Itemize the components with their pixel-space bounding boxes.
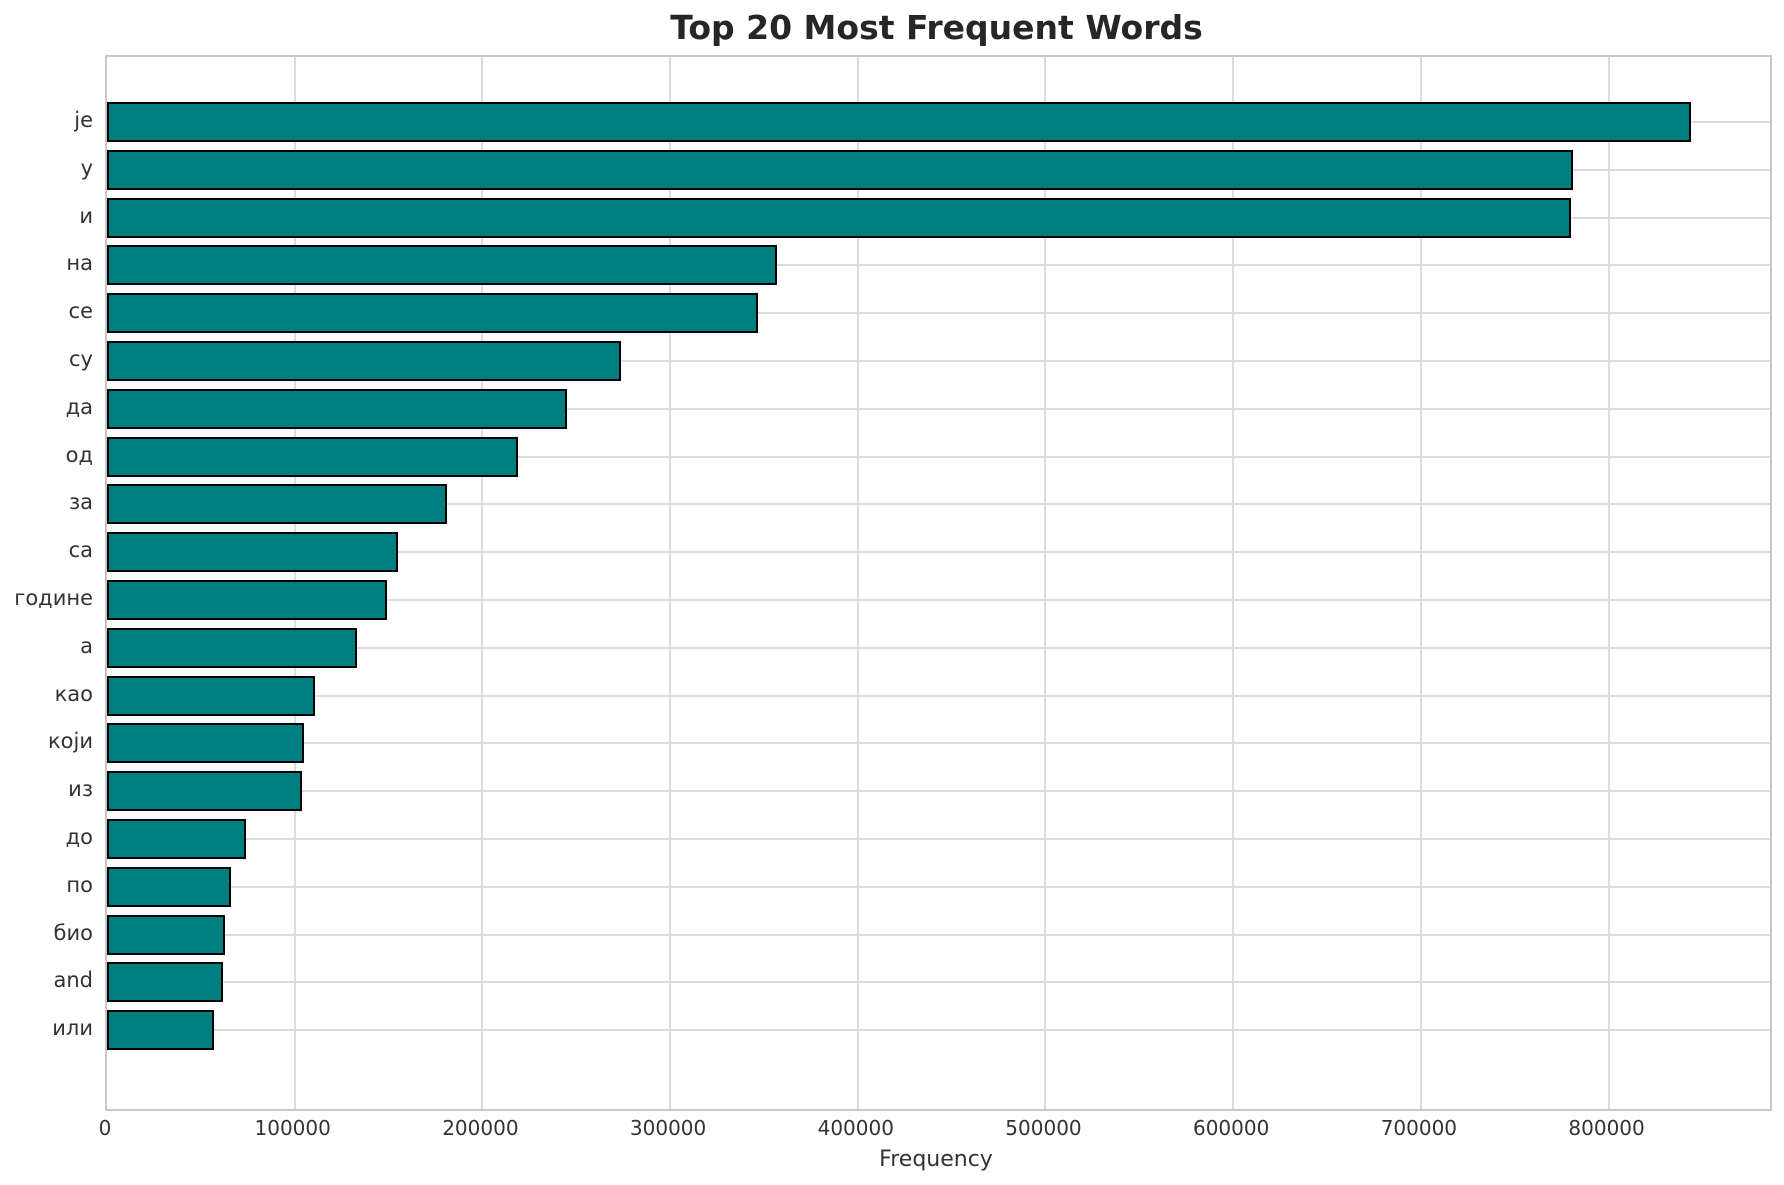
grid-line-vertical	[481, 57, 484, 1109]
bar	[107, 484, 447, 525]
bar	[107, 866, 231, 907]
x-tick-label: 200000	[442, 1116, 519, 1140]
y-tick-label: био	[53, 920, 93, 945]
y-tick-label: за	[68, 490, 93, 515]
bar	[107, 149, 1573, 190]
y-tick-label: или	[52, 1016, 93, 1041]
bar	[107, 245, 778, 286]
grid-line-horizontal	[107, 838, 1770, 840]
y-tick-label: а	[80, 633, 93, 658]
y-tick-label: који	[47, 729, 93, 754]
bar	[107, 1010, 214, 1051]
grid-line-vertical	[856, 57, 859, 1109]
y-tick-label: са	[68, 538, 93, 563]
grid-line-horizontal	[107, 360, 1770, 362]
grid-line-vertical	[1232, 57, 1235, 1109]
grid-line-horizontal	[107, 981, 1770, 984]
bar	[107, 293, 759, 334]
x-tick-label: 300000	[629, 1116, 707, 1140]
y-tick-label: да	[65, 394, 93, 419]
grid-line-horizontal	[107, 694, 1770, 697]
y-tick-label: and	[53, 968, 93, 993]
grid-line-horizontal	[107, 455, 1770, 458]
grid-line-horizontal	[107, 599, 1770, 601]
bar	[107, 102, 1692, 142]
grid-line-horizontal	[107, 790, 1770, 793]
x-tick-label: 500000	[1005, 1116, 1082, 1140]
x-axis-label: Frequency	[879, 1147, 993, 1172]
grid-line-horizontal	[107, 1029, 1770, 1032]
grid-line-vertical	[1044, 57, 1047, 1109]
y-tick-label: је	[74, 108, 93, 132]
chart-title: Top 20 Most Frequent Words	[670, 8, 1203, 47]
bar	[107, 436, 519, 477]
bar	[107, 771, 303, 812]
grid-line-horizontal	[107, 933, 1770, 936]
y-tick-label: у	[80, 155, 93, 180]
grid-line-horizontal	[107, 646, 1770, 649]
grid-line-horizontal	[107, 885, 1770, 888]
grid-line-horizontal	[107, 407, 1770, 410]
x-tick-label: 600000	[1192, 1116, 1270, 1140]
y-tick-label: се	[68, 299, 93, 324]
x-tick-label: 400000	[817, 1116, 894, 1140]
grid-line-horizontal	[107, 742, 1770, 745]
y-tick-label: године	[14, 586, 93, 610]
bar	[107, 341, 622, 381]
grid-line-vertical	[1607, 57, 1610, 1109]
x-tick-label: 800000	[1568, 1116, 1645, 1140]
y-tick-label: на	[66, 251, 93, 276]
bar	[107, 723, 305, 764]
grid-line-horizontal	[107, 503, 1770, 506]
y-tick-label: из	[68, 777, 93, 802]
bar	[107, 580, 387, 620]
bar	[107, 388, 567, 429]
bar	[107, 532, 398, 573]
grid-line-horizontal	[107, 264, 1770, 267]
x-tick-label: 700000	[1380, 1116, 1458, 1140]
bar	[107, 675, 316, 716]
y-tick-label: од	[65, 442, 93, 467]
grid-line-horizontal	[107, 312, 1770, 315]
bar	[107, 627, 357, 668]
y-tick-label: и	[79, 203, 93, 228]
x-tick-label: 100000	[254, 1116, 331, 1140]
grid-line-vertical	[669, 57, 672, 1109]
grid-line-vertical	[1419, 57, 1422, 1109]
y-tick-label: до	[65, 825, 93, 849]
bar	[107, 962, 224, 1003]
y-tick-label: по	[66, 872, 93, 897]
bar	[107, 197, 1572, 238]
x-tick-label: 0	[98, 1116, 112, 1140]
bar	[107, 914, 226, 955]
bar	[107, 819, 246, 859]
plot-area	[105, 55, 1772, 1111]
grid-line-horizontal	[107, 551, 1770, 554]
y-tick-label: као	[54, 681, 93, 706]
y-tick-label: су	[69, 347, 93, 371]
